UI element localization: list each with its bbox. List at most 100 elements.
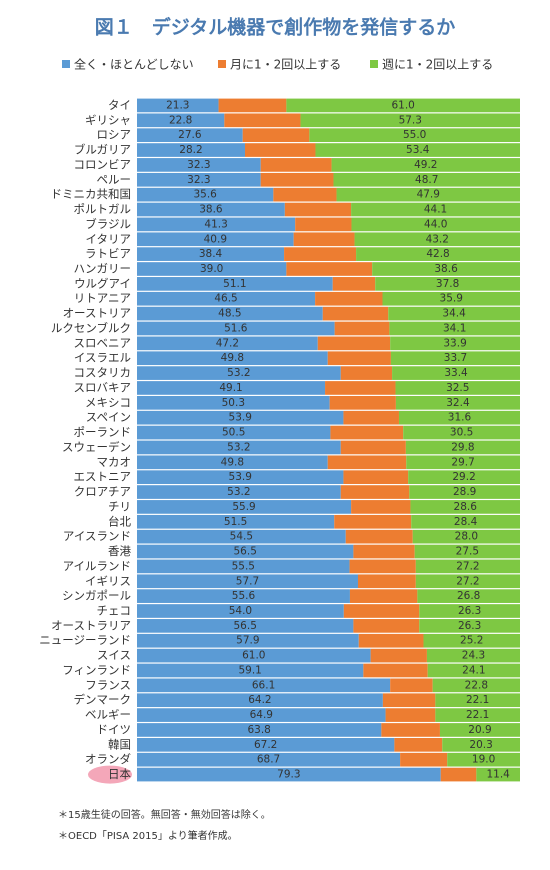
bar-segment	[224, 113, 301, 128]
bar-segment	[137, 633, 359, 648]
bar-segment	[440, 767, 477, 782]
y-tick-label: イタリア	[85, 232, 131, 246]
value-label: 19.0	[472, 754, 495, 766]
bar-segment	[357, 574, 416, 589]
legend-swatch	[218, 60, 226, 68]
value-label: 59.1	[238, 664, 261, 676]
bar-segment	[137, 410, 344, 425]
bar-segment	[137, 678, 391, 693]
bar-segment	[372, 262, 520, 276]
bar-segment	[353, 619, 420, 633]
y-tick-label: スイス	[97, 648, 131, 662]
bar-segment	[137, 604, 344, 618]
bar-segment	[137, 336, 318, 351]
bar-segment	[392, 366, 520, 380]
value-label: 11.4	[486, 769, 510, 781]
bar-segment	[385, 708, 436, 722]
bar-segment	[286, 262, 373, 276]
y-tick-label: フランス	[85, 678, 131, 692]
bar-segment	[417, 589, 520, 603]
bar-segment	[137, 187, 274, 202]
value-label: 32.5	[446, 382, 469, 394]
value-label: 64.2	[248, 694, 271, 706]
value-label: 37.8	[436, 278, 459, 290]
bar-segment	[137, 98, 219, 113]
bar-segment	[400, 752, 448, 767]
bar-segment	[286, 98, 520, 113]
value-label: 28.4	[454, 516, 478, 528]
bar-segment	[137, 217, 296, 232]
value-label: 35.6	[193, 189, 217, 201]
bar-segment	[137, 470, 344, 485]
y-tick-label: ニュージーランド	[39, 633, 131, 647]
value-label: 68.7	[257, 754, 280, 766]
value-label: 47.2	[216, 337, 239, 349]
bar-segment	[245, 143, 316, 157]
value-label: 33.4	[444, 367, 468, 379]
bar-segment	[331, 158, 520, 172]
value-label: 61.0	[391, 99, 414, 111]
bar-segment	[395, 381, 520, 395]
y-tick-label: ラトビア	[85, 247, 131, 261]
y-tick-label: ポルトガル	[74, 202, 132, 216]
note: ＊15歳生徒の回答。無回答・無効回答は除く。	[58, 808, 271, 821]
value-label: 53.2	[227, 486, 250, 498]
bar-segment	[137, 455, 328, 470]
value-label: 28.2	[179, 144, 202, 156]
y-tick-label: オランダ	[85, 752, 131, 766]
bar-segment	[137, 232, 294, 247]
bar-segment	[340, 366, 393, 380]
value-label: 61.0	[242, 650, 265, 662]
bar-segment	[137, 247, 285, 261]
bar-segment	[332, 277, 376, 291]
bar-segment	[327, 455, 407, 470]
value-label: 28.0	[455, 531, 478, 543]
bar-segment	[409, 485, 520, 499]
bar-segment	[137, 529, 346, 544]
bar-segment	[137, 321, 335, 336]
y-tick-label: ルクセンブルク	[51, 321, 131, 335]
bar-segment	[345, 529, 413, 544]
y-tick-label: ハンガリー	[74, 262, 132, 276]
bar-segment	[260, 172, 334, 187]
value-label: 33.9	[443, 337, 466, 349]
value-label: 32.4	[446, 397, 470, 409]
value-label: 79.3	[277, 769, 300, 781]
bar-segment	[218, 98, 287, 113]
bar-segment	[388, 306, 520, 321]
bar-segment	[315, 143, 520, 157]
bar-segment	[435, 693, 520, 708]
note: ＊OECD「PISA 2015」より筆者作成。	[58, 829, 238, 842]
y-tick-label: ロシア	[97, 128, 132, 142]
value-label: 53.2	[227, 441, 250, 453]
value-label: 51.5	[224, 516, 247, 528]
value-label: 20.3	[469, 739, 492, 751]
bar-segment	[137, 767, 441, 782]
y-tick-label: フィンランド	[62, 663, 131, 677]
value-label: 30.5	[450, 427, 473, 439]
y-tick-label: タイ	[108, 98, 131, 112]
y-tick-label: アイルランド	[63, 559, 131, 573]
y-tick-label: 香港	[108, 544, 131, 558]
bar-segment	[137, 306, 323, 321]
bar-segment	[137, 708, 386, 722]
bar-segment	[403, 425, 520, 440]
y-tick-label: ドイツ	[97, 722, 132, 736]
value-label: 26.8	[457, 590, 480, 602]
bar-segment	[137, 128, 243, 143]
value-label: 50.3	[222, 397, 245, 409]
bar-segment	[273, 187, 337, 202]
value-label: 53.9	[229, 471, 252, 483]
value-label: 22.1	[466, 694, 489, 706]
bar-segment	[300, 113, 520, 128]
value-label: 22.1	[466, 709, 489, 721]
bar-segment	[137, 113, 225, 128]
bar-segment	[410, 500, 520, 514]
bar-segment	[137, 202, 285, 217]
value-label: 66.1	[252, 679, 275, 691]
y-tick-label: イギリス	[85, 574, 131, 588]
bar-segment	[435, 708, 520, 722]
bar-segment	[351, 202, 520, 217]
bar-segment	[442, 737, 520, 752]
